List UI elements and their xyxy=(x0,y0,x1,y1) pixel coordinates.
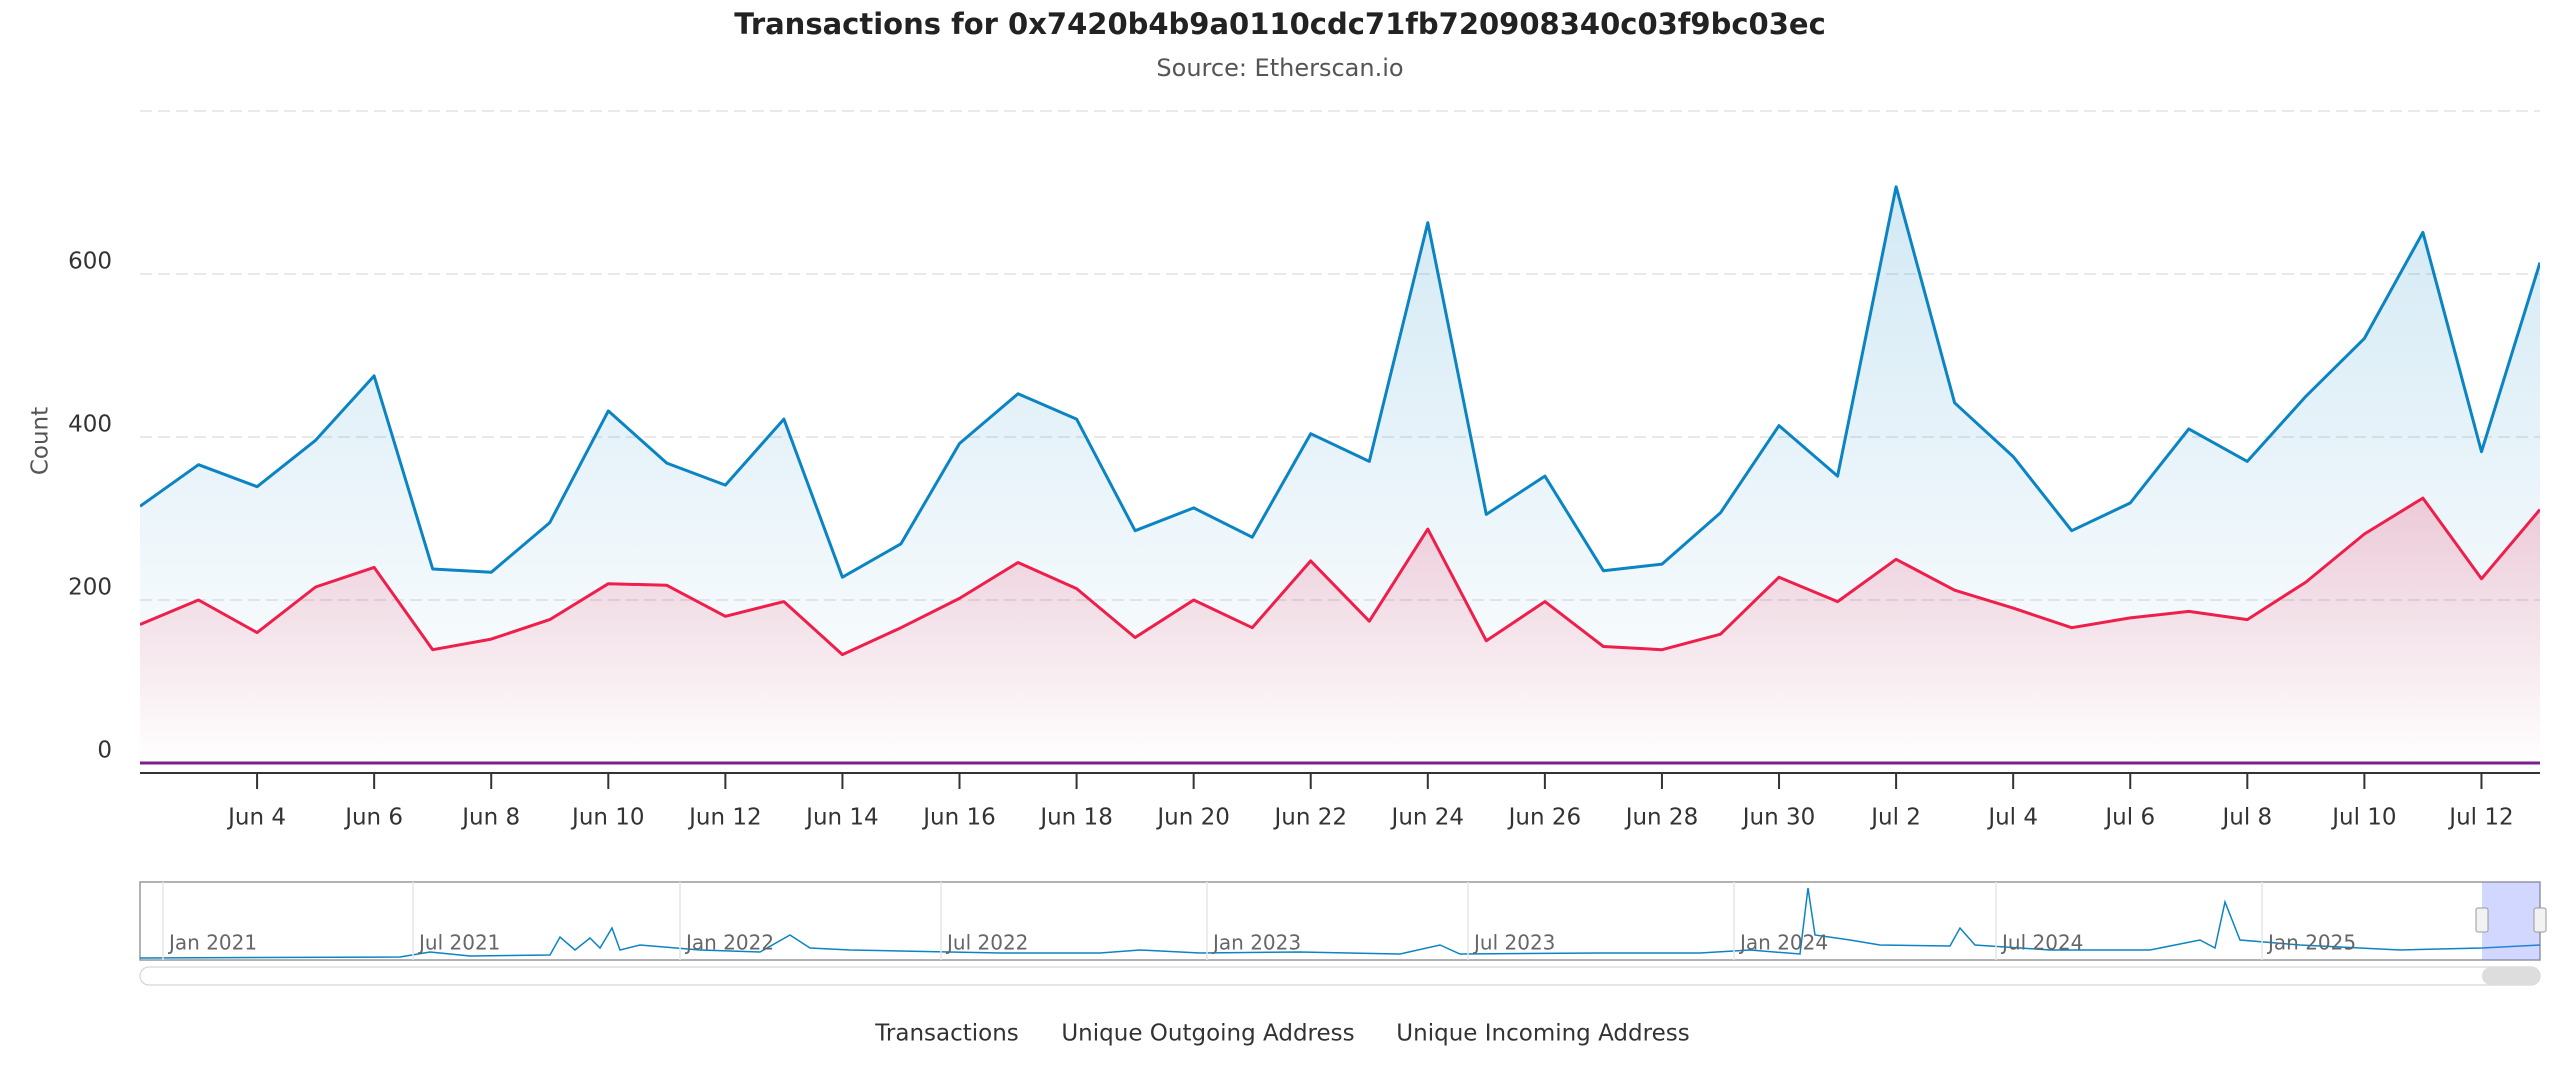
series-line xyxy=(140,496,2540,657)
y-tick-label: 0 xyxy=(97,738,112,764)
x-tick-label: Jun 26 xyxy=(1507,805,1582,831)
navigator-label: Jan 2022 xyxy=(684,931,774,955)
navigator-label: Jul 2022 xyxy=(945,931,1028,955)
navigator-label: Jul 2024 xyxy=(2000,931,2083,955)
series-group xyxy=(140,185,2540,765)
navigator-label: Jan 2025 xyxy=(2266,931,2356,955)
series-line xyxy=(140,185,2540,579)
x-tick-label: Jun 8 xyxy=(460,805,520,831)
legend: Transactions Unique Outgoing Address Uniqu… xyxy=(874,1021,1689,1047)
x-tick-label: Jun 10 xyxy=(570,805,645,831)
navigator-handle[interactable] xyxy=(2533,907,2547,933)
x-tick-label: Jul 8 xyxy=(2220,805,2272,831)
scrollbar-thumb[interactable] xyxy=(2482,967,2540,985)
navigator-label: Jan 2024 xyxy=(1738,931,1828,955)
navigator-handle[interactable] xyxy=(2475,907,2489,933)
navigator: Jan 2021 Jul 2021 Jan 2022 Jul 2022 Jan 2023… xyxy=(139,881,2547,986)
x-tick-label: Jun 4 xyxy=(226,805,286,831)
plot-area: 0 200 400 600 Jun 4 Jun 6 Jun 8 Jun 10 Jun 12 Jun… xyxy=(68,185,2540,831)
scrollbar-track[interactable] xyxy=(139,966,2541,986)
x-tick-label: Jun 20 xyxy=(1155,805,1230,831)
chart-title: Transactions for 0x7420b4b9a0110cdc71fb7… xyxy=(734,7,1826,41)
legend-item[interactable]: Unique Incoming Address xyxy=(1396,1021,1689,1047)
x-tick-label: Jun 16 xyxy=(921,805,996,831)
x-tick-label: Jul 12 xyxy=(2447,805,2513,831)
x-tick-label: Jul 6 xyxy=(2103,805,2155,831)
x-tick-label: Jul 2 xyxy=(1869,805,1921,831)
x-tick-label: Jul 10 xyxy=(2330,805,2396,831)
x-tick-label: Jun 12 xyxy=(687,805,762,831)
x-tick-label: Jun 28 xyxy=(1624,805,1699,831)
legend-item[interactable]: Unique Outgoing Address xyxy=(1061,1021,1354,1047)
x-tick-label: Jun 24 xyxy=(1390,805,1465,831)
x-tick-label: Jun 22 xyxy=(1272,805,1347,831)
y-tick-label: 600 xyxy=(68,249,112,275)
navigator-series xyxy=(139,887,2541,959)
navigator-selection[interactable] xyxy=(2482,882,2540,960)
x-tick-label: Jun 30 xyxy=(1741,805,1816,831)
legend-item[interactable]: Transactions xyxy=(874,1021,1019,1047)
navigator-label: Jan 2021 xyxy=(167,931,257,955)
y-axis-label: Count xyxy=(28,407,54,475)
x-tick-label: Jul 4 xyxy=(1986,805,2038,831)
y-tick-label: 200 xyxy=(68,575,112,601)
x-tick-label: Jun 18 xyxy=(1038,805,1113,831)
navigator-label: Jul 2023 xyxy=(1472,931,1555,955)
x-tick-label: Jun 14 xyxy=(804,805,879,831)
y-tick-label: 400 xyxy=(68,412,112,438)
navigator-label: Jul 2021 xyxy=(417,931,500,955)
x-tick-label: Jun 6 xyxy=(343,805,403,831)
navigator-frame xyxy=(139,881,2541,961)
chart-subtitle: Source: Etherscan.io xyxy=(1156,54,1403,82)
navigator-label: Jan 2023 xyxy=(1211,931,1301,955)
series-area xyxy=(140,498,2540,763)
